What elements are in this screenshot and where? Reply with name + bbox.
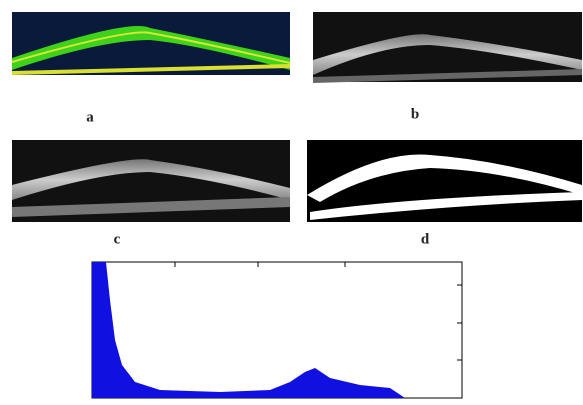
panel-label: d	[421, 231, 430, 247]
panel-d-image	[307, 140, 582, 222]
panel-a-image	[11, 12, 291, 75]
panel-c-image	[11, 140, 291, 222]
panel-label: c	[114, 231, 121, 247]
panel-label: a	[86, 109, 94, 125]
panel-label: b	[411, 106, 419, 122]
histogram	[91, 261, 463, 399]
panel-b-image	[312, 12, 583, 83]
